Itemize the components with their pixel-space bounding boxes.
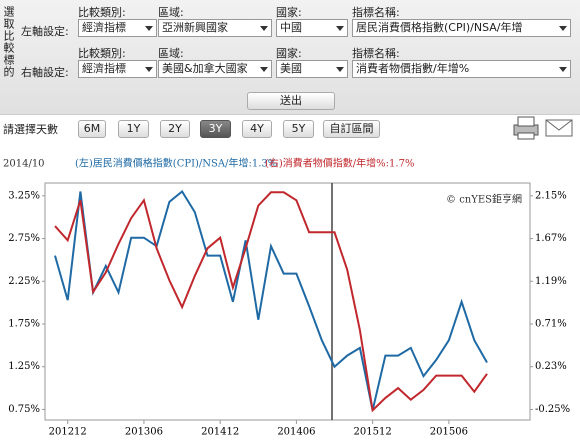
dropdown[interactable]: 消費者物價指數/年增%	[352, 60, 571, 78]
range-label: 請選擇天數	[3, 123, 58, 136]
y2-tick-label: -0.25%	[535, 404, 570, 415]
axis-label: 右軸設定:	[21, 66, 69, 79]
dropdown[interactable]: 居民消費價格指數(CPI)/NSA/年增	[352, 19, 571, 37]
dropdown[interactable]: 中國	[276, 19, 348, 37]
field-label: 區域:	[158, 47, 184, 60]
y2-tick-label: 1.67%	[535, 233, 567, 244]
range-button[interactable]: 4Y	[242, 120, 272, 138]
y2-tick-label: 1.19%	[535, 276, 567, 287]
legend-entry: (右)消費者物價指數/年增%:1.7%	[265, 157, 414, 170]
x-tick-label: 201212	[49, 427, 87, 438]
y-tick-label: 3.25%	[8, 190, 40, 201]
field-label: 國家:	[276, 6, 302, 19]
dropdown[interactable]: 美國	[276, 60, 348, 78]
x-tick-label: 201512	[354, 427, 392, 438]
range-button[interactable]: 6M	[78, 120, 106, 138]
x-tick-label: 201406	[277, 427, 315, 438]
range-button[interactable]: 5Y	[283, 120, 314, 138]
y-tick-label: 0.75%	[8, 404, 40, 415]
field-label: 比較類別:	[78, 47, 126, 60]
submit-button[interactable]: 送出	[247, 92, 335, 110]
legend-entry: (左)居民消費價格指數(CPI)/NSA/年增:1.3%	[75, 157, 277, 170]
field-label: 比較類別:	[78, 6, 126, 19]
dropdown[interactable]: 經濟指標	[78, 19, 157, 37]
range-button[interactable]: 1Y	[118, 120, 149, 138]
axis-label: 左軸設定:	[21, 25, 69, 38]
range-button[interactable]: 3Y	[200, 120, 231, 138]
field-label: 區域:	[158, 6, 184, 19]
print-icon[interactable]	[508, 113, 544, 141]
side-label: 選取比較標的	[2, 6, 15, 78]
y-tick-label: 2.75%	[8, 233, 40, 244]
field-label: 指標名稱:	[352, 47, 400, 60]
mail-icon[interactable]	[544, 117, 576, 139]
dropdown[interactable]: 亞洲新興國家	[158, 19, 272, 37]
series-line	[54, 191, 488, 413]
field-label: 指標名稱:	[352, 6, 400, 19]
range-button[interactable]: 自訂區間	[323, 120, 380, 138]
x-tick-label: 201306	[125, 427, 163, 438]
y2-tick-label: 0.23%	[535, 361, 567, 372]
y2-tick-label: 0.71%	[535, 319, 567, 330]
x-tick-label: 201506	[430, 427, 468, 438]
y-tick-label: 1.25%	[8, 361, 40, 372]
y-tick-label: 2.25%	[8, 276, 40, 287]
plot-frame	[44, 182, 531, 421]
y-tick-label: 1.75%	[8, 319, 40, 330]
dropdown[interactable]: 美國&加拿大國家	[158, 60, 272, 78]
date-label: 2014/10	[3, 159, 45, 170]
dropdown[interactable]: 經濟指標	[78, 60, 157, 78]
range-button[interactable]: 2Y	[160, 120, 190, 138]
x-tick-label: 201412	[201, 427, 239, 438]
copyright: © cnYES鉅亨網	[446, 193, 522, 206]
series-line	[54, 190, 488, 411]
y2-tick-label: 2.15%	[535, 190, 567, 201]
field-label: 國家:	[276, 47, 302, 60]
